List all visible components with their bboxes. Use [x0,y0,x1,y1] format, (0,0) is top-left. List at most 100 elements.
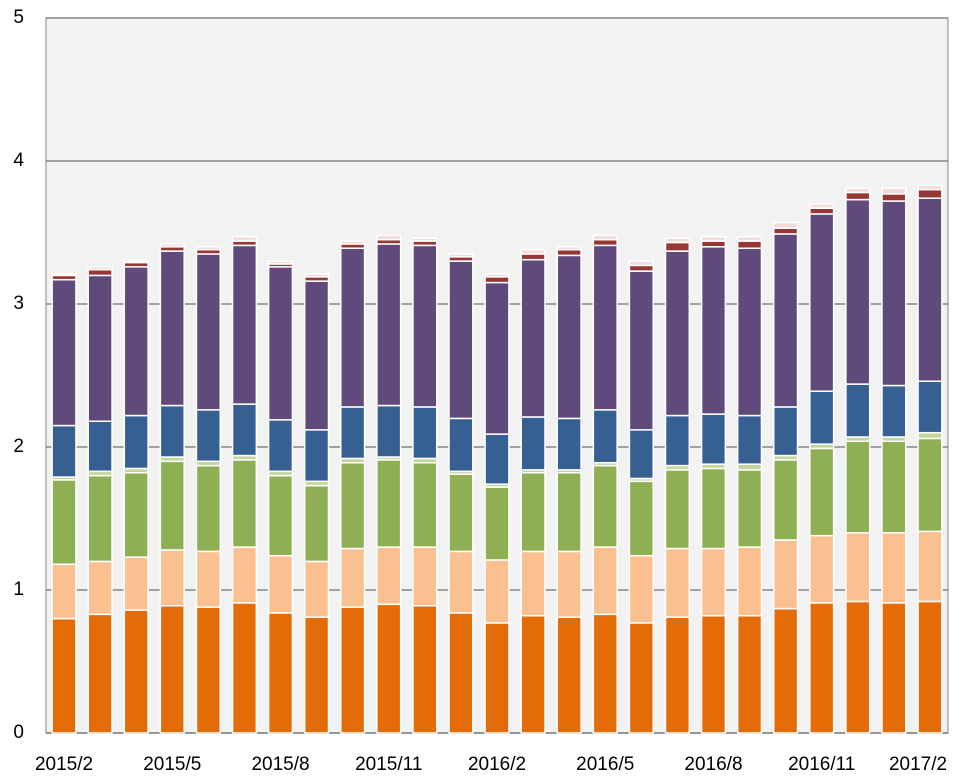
bar-segment [700,413,727,465]
bar-segment [123,471,149,558]
bar-segment [87,274,113,423]
bar-segment [700,246,727,415]
bar-segment [772,227,799,235]
bar-segment [303,273,330,278]
bar-segment [376,243,402,407]
bar-segment [520,471,546,553]
bar-segment [159,404,185,458]
bar-segment [881,200,907,387]
y-tick-label: 4 [13,150,24,171]
bar-segment [809,203,835,209]
bar-segment [87,268,113,277]
bar-segment [664,414,691,467]
bar-segment [340,547,366,608]
bar-segment [556,616,582,734]
y-tick-label: 5 [13,7,24,28]
bar-segment [664,241,691,252]
x-tick-label: 2015/2 [35,754,93,775]
bar-segment [772,406,799,457]
bar-segment [195,550,222,608]
bar-segment [700,614,727,734]
bar-segment [87,266,113,271]
bar-segment [592,546,618,616]
bar-segment [195,409,222,463]
bar-segment [628,429,654,480]
bar-segment [412,546,438,607]
bar-segment [845,600,871,734]
bar-segment [809,213,835,392]
x-tick-label: 2015/5 [143,754,201,775]
bar-segment [412,406,438,460]
bar-segment [772,607,799,734]
bar-segment [484,273,510,278]
bar-segment [917,380,943,434]
bar-segment [809,534,835,604]
bar-segment [628,480,654,557]
bar-segment [700,240,727,248]
bar-segment [845,383,871,438]
bar-segment [484,276,510,284]
bar-segment [123,556,149,611]
bar-segment [556,417,582,471]
x-tick-label: 2015/8 [251,754,309,775]
bar-segment [123,609,149,734]
bar-segment [340,247,366,408]
bar-segment [736,463,763,471]
bar-segment [556,471,582,553]
bar-segment [267,266,294,421]
bar-segment [448,417,474,473]
bar-segment [267,474,294,557]
bar-segment [592,409,618,464]
bar-segment [592,464,618,548]
bar-segment [809,390,835,445]
bar-segment [448,260,474,420]
bar-segment [376,603,402,734]
bar-segment [195,246,222,251]
x-tick-label: 2015/11 [355,754,422,775]
bar-segment [376,546,402,606]
x-tick-label: 2017/2 [889,754,947,775]
bar-segment [340,406,366,460]
bar-segment [881,440,907,534]
bar-segment [412,604,438,734]
bar-segment [772,459,799,541]
bar-segment [664,237,691,244]
bar-segment [520,614,546,734]
bar-segment [772,233,799,408]
bar-segment [628,270,654,431]
bar-segment [195,253,222,411]
bar-segment [340,240,366,245]
bar-segment [556,550,582,618]
bar-segment [917,437,943,533]
bar-segment [159,604,185,734]
bar-segment [917,600,943,734]
bar-segment [664,469,691,550]
bar-segment [736,614,763,734]
bar-segment [917,197,943,382]
bar-segment [700,467,727,550]
bar-segment [809,602,835,734]
y-tick-label: 2 [13,436,24,457]
x-tick-label: 2016/8 [684,754,742,775]
bar-segment [917,530,943,603]
bar-segment [448,253,474,258]
bar-segment [809,447,835,537]
bar-segment [520,258,546,418]
bar-segment [917,184,943,191]
bar-segment [628,260,654,267]
bar-segment [448,550,474,614]
bar-segment [772,221,799,229]
bar-segment [881,193,907,202]
bar-segment [736,414,763,465]
bar-segment [484,433,510,485]
bar-segment [736,236,763,242]
bar-segment [664,616,691,734]
bar-segment [592,234,618,241]
bar-segment [736,469,763,548]
bar-segment [520,416,546,471]
bar-segment [484,622,510,734]
bar-segment [845,440,871,534]
bar-segment [628,264,654,272]
bar-segment [195,606,222,734]
bar-segment [556,248,582,257]
